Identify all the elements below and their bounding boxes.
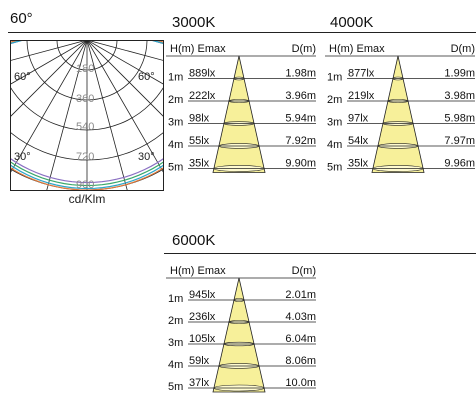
row-emax: 889lx — [189, 68, 216, 80]
row-height: 3m — [327, 117, 342, 129]
row-emax: 37lx — [189, 377, 210, 389]
row-diameter: 5.98m — [444, 113, 475, 125]
row-diameter: 2.01m — [285, 289, 316, 301]
panel-4000k-title: 4000K — [330, 14, 374, 31]
row-diameter: 6.04m — [285, 333, 316, 345]
angle-label-left-bottom: 30° — [14, 151, 31, 163]
beam-angle-title: 60° — [10, 10, 33, 27]
polar-spoke — [86, 41, 128, 190]
row-height: 4m — [327, 139, 342, 151]
row-diameter: 3.96m — [285, 90, 316, 102]
row-diameter: 5.94m — [285, 113, 316, 125]
radial-label-720: 720 — [76, 151, 94, 163]
polar-diagram: 60° 60° 30° 30° 180 360 540 720 900 cd/K… — [10, 40, 164, 215]
row-height: 3m — [168, 117, 183, 129]
row-diameter: 7.97m — [444, 135, 475, 147]
row-emax: 222lx — [189, 90, 216, 102]
row-emax: 877lx — [348, 68, 375, 80]
row-height: 1m — [168, 293, 183, 305]
row-emax: 59lx — [189, 355, 210, 367]
row-height: 2m — [168, 315, 183, 327]
radial-label-360: 360 — [76, 93, 94, 105]
row-emax: 35lx — [348, 158, 369, 170]
panel-3000k: H(m) Emax D(m) 1m 889lx 1.98m 2m 222lx 3.96m 3m 9… — [166, 40, 322, 190]
polar-spoke — [11, 41, 85, 61]
intensity-curve-2 — [11, 41, 163, 184]
row-diameter: 9.96m — [444, 158, 475, 170]
row-emax: 55lx — [189, 135, 210, 147]
panel-4000k: H(m) Emax D(m) 1m 877lx 1.99m 2m 219lx 3.98m 3m 9… — [325, 40, 476, 190]
row-emax: 219lx — [348, 90, 375, 102]
beam-cone — [212, 277, 266, 393]
row-emax: 945lx — [189, 289, 216, 301]
row-diameter: 9.90m — [285, 158, 316, 170]
row-emax: 35lx — [189, 158, 210, 170]
header-left: H(m) Emax — [170, 43, 226, 55]
polar-spoke — [11, 41, 87, 117]
polar-labels: 60° 60° 30° 30° 180 360 540 720 900 — [14, 63, 155, 191]
row-emax: 236lx — [189, 311, 216, 323]
polar-curves — [11, 41, 163, 190]
row-emax: 98lx — [189, 113, 210, 125]
beam-cone — [371, 55, 425, 173]
panel-6000k: H(m) Emax D(m) 1m 945lx 2.01m 2m 236lx 4.03m 3m 1… — [166, 262, 322, 408]
row-height: 1m — [327, 72, 342, 84]
angle-label-right-top: 60° — [138, 71, 155, 83]
panel-6000k-title: 6000K — [172, 232, 216, 249]
intensity-curve-1 — [11, 41, 163, 187]
row-emax: 54lx — [348, 135, 369, 147]
row-diameter: 4.03m — [285, 311, 316, 323]
polar-spoke — [46, 41, 88, 190]
header-right: D(m) — [451, 43, 475, 55]
intensity-curve-3 — [11, 41, 163, 190]
polar-spoke — [11, 41, 87, 173]
polar-spoke — [11, 41, 87, 85]
radial-label-540: 540 — [76, 121, 94, 133]
header-left: H(m) Emax — [170, 265, 226, 277]
polar-spoke — [87, 41, 163, 85]
polar-unit-label: cd/Klm — [69, 192, 106, 206]
row-emax: 97lx — [348, 113, 369, 125]
row-height: 5m — [327, 162, 342, 174]
row-height: 2m — [327, 94, 342, 106]
angle-label-left-top: 60° — [14, 71, 31, 83]
row-height: 5m — [168, 162, 183, 174]
row-height: 4m — [168, 139, 183, 151]
row-diameter: 10.0m — [285, 377, 316, 389]
header-right: D(m) — [292, 43, 316, 55]
polar-grid — [11, 41, 163, 190]
row-height: 2m — [168, 94, 183, 106]
row-diameter: 7.92m — [285, 135, 316, 147]
panel-3000k-title: 3000K — [172, 14, 216, 31]
middle-rule — [164, 253, 476, 254]
radial-label-900: 900 — [76, 179, 94, 191]
row-diameter: 3.98m — [444, 90, 475, 102]
polar-spoke — [87, 41, 163, 173]
row-emax: 105lx — [189, 333, 216, 345]
row-diameter: 1.99m — [444, 68, 475, 80]
row-height: 4m — [168, 359, 183, 371]
row-diameter: 8.06m — [285, 355, 316, 367]
top-rule — [8, 32, 476, 33]
header-left: H(m) Emax — [329, 43, 385, 55]
header-right: D(m) — [292, 265, 316, 277]
row-height: 1m — [168, 72, 183, 84]
row-diameter: 1.98m — [285, 68, 316, 80]
row-height: 3m — [168, 337, 183, 349]
radial-label-180: 180 — [76, 63, 94, 75]
polar-spoke — [87, 41, 163, 117]
beam-cone — [212, 55, 266, 173]
angle-label-right-bottom: 30° — [138, 151, 155, 163]
polar-spoke — [89, 41, 163, 61]
row-height: 5m — [168, 381, 183, 393]
